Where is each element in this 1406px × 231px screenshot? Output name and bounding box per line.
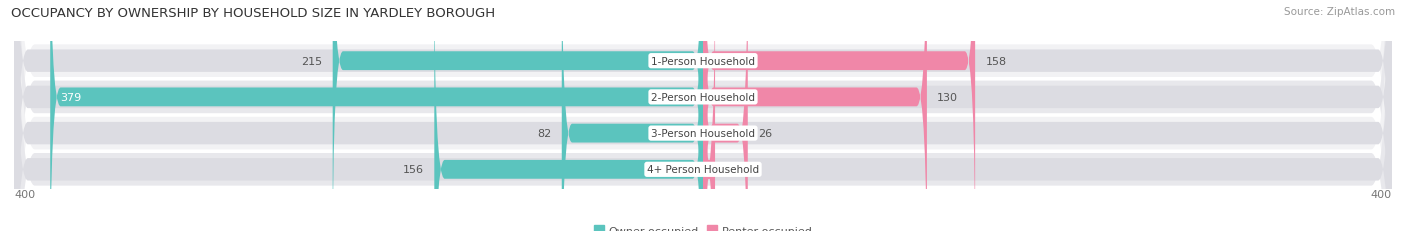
- FancyBboxPatch shape: [14, 0, 1392, 231]
- FancyBboxPatch shape: [51, 0, 703, 231]
- Text: 3-Person Household: 3-Person Household: [651, 128, 755, 139]
- FancyBboxPatch shape: [562, 0, 703, 231]
- Text: 400: 400: [1371, 189, 1392, 199]
- Text: 156: 156: [404, 165, 425, 175]
- Text: 4+ Person Household: 4+ Person Household: [647, 165, 759, 175]
- FancyBboxPatch shape: [703, 0, 716, 231]
- FancyBboxPatch shape: [333, 0, 703, 231]
- Legend: Owner-occupied, Renter-occupied: Owner-occupied, Renter-occupied: [589, 221, 817, 231]
- Text: 82: 82: [537, 128, 551, 139]
- Text: 215: 215: [301, 56, 322, 66]
- Text: OCCUPANCY BY OWNERSHIP BY HOUSEHOLD SIZE IN YARDLEY BOROUGH: OCCUPANCY BY OWNERSHIP BY HOUSEHOLD SIZE…: [11, 7, 495, 20]
- Text: 379: 379: [60, 92, 82, 103]
- FancyBboxPatch shape: [703, 0, 748, 231]
- FancyBboxPatch shape: [14, 0, 1392, 231]
- FancyBboxPatch shape: [14, 0, 1392, 231]
- FancyBboxPatch shape: [14, 0, 1392, 231]
- Text: 400: 400: [14, 189, 35, 199]
- Text: 158: 158: [986, 56, 1007, 66]
- FancyBboxPatch shape: [14, 0, 1392, 231]
- FancyBboxPatch shape: [434, 0, 703, 231]
- Text: 1-Person Household: 1-Person Household: [651, 56, 755, 66]
- FancyBboxPatch shape: [703, 0, 927, 231]
- FancyBboxPatch shape: [14, 0, 1392, 231]
- Text: 7: 7: [725, 165, 733, 175]
- Text: 26: 26: [758, 128, 772, 139]
- Text: Source: ZipAtlas.com: Source: ZipAtlas.com: [1284, 7, 1395, 17]
- FancyBboxPatch shape: [14, 0, 1392, 231]
- Text: 2-Person Household: 2-Person Household: [651, 92, 755, 103]
- FancyBboxPatch shape: [14, 0, 1392, 231]
- Text: 130: 130: [938, 92, 959, 103]
- FancyBboxPatch shape: [703, 0, 976, 231]
